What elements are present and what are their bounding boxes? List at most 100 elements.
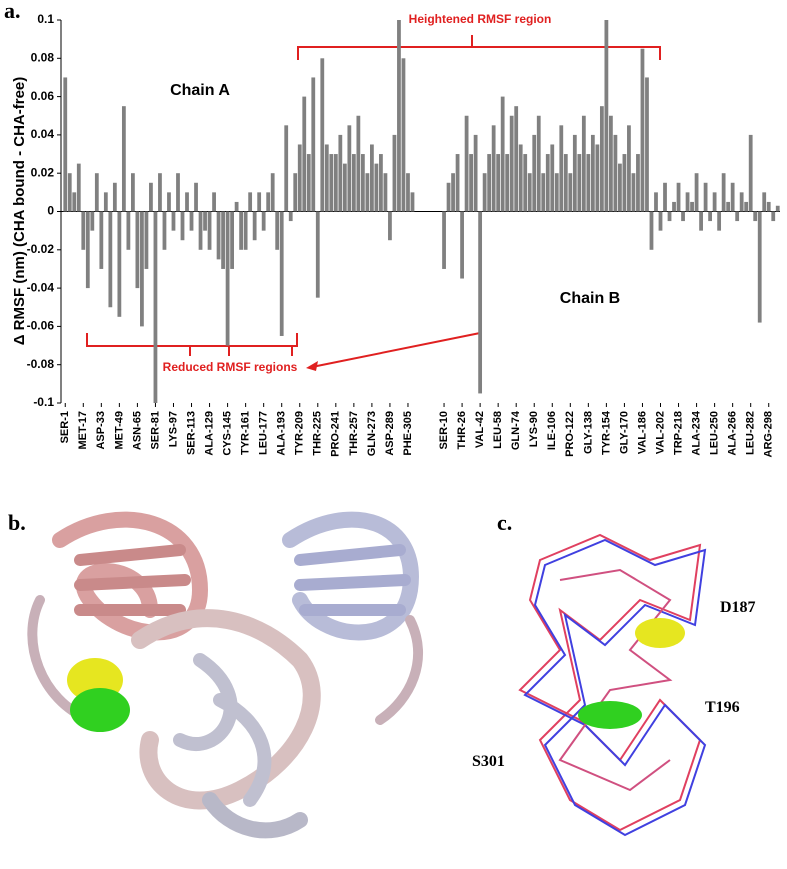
x-tick-label: PHE-305 [402,411,414,456]
bar [397,20,401,212]
bar [631,173,636,212]
bar [261,211,266,231]
bar [329,154,334,212]
x-tick-label: ALA-129 [203,411,215,456]
bar [744,201,749,212]
bar [288,211,293,222]
bar [306,154,311,212]
bar [203,211,207,231]
bar [636,154,640,212]
ligand [70,688,130,732]
bar [365,173,370,212]
bar [90,211,95,231]
x-tick-label: ASN-65 [131,411,143,450]
bar [302,96,307,212]
bar [627,125,631,212]
bar [667,211,672,222]
bar [158,173,162,212]
bar [167,192,171,212]
bar [194,182,198,212]
bar [766,201,771,212]
bar [392,134,397,212]
bar [748,134,753,212]
x-tick-label: ALA-266 [727,411,739,456]
bar [771,211,776,222]
y-tick-label: 0 [47,204,54,218]
bar [270,173,275,212]
y-tick-label: 0.1 [37,12,54,26]
x-tick-label: GLN-74 [510,410,522,450]
x-tick-label: LYS-90 [528,411,540,447]
bar [410,192,415,212]
bar [505,154,510,212]
panel-label: b. [8,510,26,535]
bar [442,211,446,269]
bar [500,96,505,212]
y-tick-label: -0.02 [27,242,55,256]
x-tick-label: LEU-250 [709,411,721,455]
bar [478,211,483,394]
bar [234,201,239,212]
bar [595,144,600,212]
bar [649,211,654,250]
bar [563,154,568,212]
bar [527,173,532,212]
bar [401,58,406,212]
bar [622,154,627,212]
bar [94,173,99,212]
x-tick-label: VAL-42 [474,411,486,448]
bar [374,163,379,212]
x-tick-label: SER-10 [438,411,450,450]
bar [654,192,658,212]
bar [541,173,546,212]
bar [135,211,140,289]
x-tick-label: LEU-282 [745,411,757,455]
x-tick-label: GLY-138 [582,411,594,454]
chain-label: Chain A [170,82,230,99]
bar [144,211,149,269]
bar [464,115,469,212]
bar [207,211,212,250]
bar [81,211,86,250]
bar [685,192,690,212]
bar [85,211,90,289]
bar [149,182,153,212]
x-tick-label: TYR-154 [600,410,612,455]
bar [383,173,388,212]
bar [162,211,167,250]
bracket [86,333,298,356]
bar [618,163,622,212]
bar [72,192,77,212]
bar [703,182,708,212]
x-tick-label: VAL-186 [636,411,648,454]
bar [640,48,645,212]
bar [536,115,541,212]
bar [99,211,104,269]
bar [496,154,501,212]
bar [351,154,356,212]
x-tick-label: ALA-193 [276,411,288,456]
bar [126,211,131,250]
bar [342,163,347,212]
bar [473,134,478,212]
bar [356,115,361,212]
bar [694,173,699,212]
bar [239,211,244,250]
bar [482,173,487,212]
bar [257,192,262,212]
bar [279,211,284,336]
x-tick-label: MET-49 [113,411,125,450]
bar [216,211,221,260]
bar [690,201,694,212]
x-tick-label: GLN-273 [366,411,378,456]
annotation: Reduced RMSF regions [163,360,298,374]
bar [252,211,257,241]
annotation: Heightened RMSF region [409,12,552,26]
bar [315,211,320,298]
y-tick-label: 0.02 [31,165,55,179]
bar [221,211,225,269]
residue-label: T196 [705,699,740,716]
bar [360,154,365,212]
bar [681,211,685,222]
bar [63,77,68,212]
